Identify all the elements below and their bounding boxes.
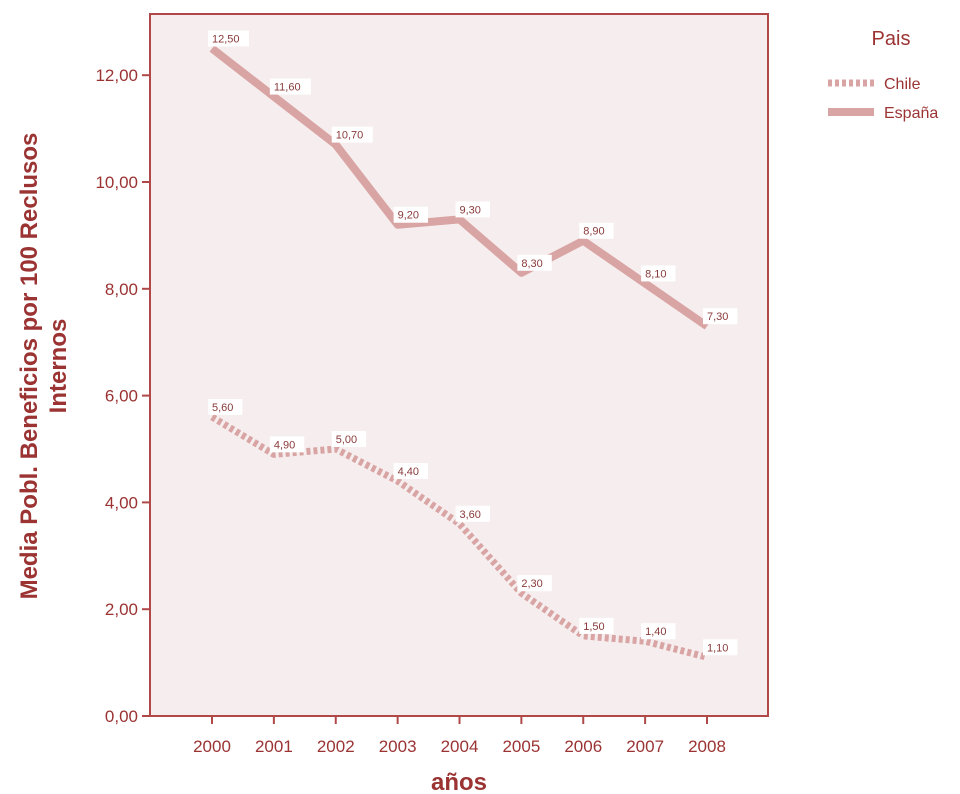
data-label: 1,10 bbox=[703, 639, 738, 656]
data-label-box bbox=[641, 623, 676, 640]
data-label-box bbox=[517, 575, 552, 592]
data-label-text: 1,10 bbox=[707, 642, 728, 654]
data-label-text: 8,30 bbox=[521, 258, 542, 270]
data-label-box bbox=[579, 617, 614, 634]
x-tick-label: 2006 bbox=[564, 737, 602, 756]
data-label-text: 8,10 bbox=[645, 268, 666, 280]
data-label-box bbox=[269, 436, 305, 453]
x-tick-label: 2007 bbox=[626, 737, 664, 756]
data-label-text: 1,40 bbox=[645, 626, 666, 638]
data-label-box bbox=[331, 431, 367, 447]
x-axis-title: años bbox=[431, 769, 487, 794]
x-axis: 2000 2001 2002 2003 2004 2005 2006 2007 2008 bbox=[193, 716, 726, 756]
data-label-text: 5,60 bbox=[212, 402, 233, 414]
data-label-text: 8,90 bbox=[583, 226, 604, 238]
data-label: 4,40 bbox=[393, 463, 429, 480]
legend: Pais Chile España bbox=[828, 28, 938, 122]
data-label-text: 10,70 bbox=[336, 130, 364, 142]
x-tick-label: 2002 bbox=[317, 737, 355, 756]
legend-title: Pais bbox=[872, 28, 911, 50]
plot-background bbox=[149, 13, 769, 717]
data-label-box bbox=[455, 505, 490, 522]
y-axis: 0,00 2,00 4,00 6,00 8,00 10,00 12,00 bbox=[95, 66, 150, 726]
data-labels: 5,60 4,90 5,00 4,40 3,60 2,30 1,50 1,40 1,10 12,5… bbox=[208, 30, 738, 656]
data-label: 9,20 bbox=[393, 206, 429, 223]
data-label-box bbox=[641, 265, 676, 282]
y-tick-label: 10,00 bbox=[95, 173, 138, 192]
data-label-text: 5,00 bbox=[336, 434, 357, 446]
data-label-box bbox=[579, 222, 614, 239]
data-label-text: 7,30 bbox=[707, 311, 728, 323]
data-label: 11,60 bbox=[269, 78, 311, 95]
data-label: 2,30 bbox=[517, 575, 552, 592]
data-label: 1,40 bbox=[641, 623, 676, 640]
x-tick-label: 2000 bbox=[193, 737, 231, 756]
data-label-box bbox=[208, 30, 249, 47]
y-tick-label: 8,00 bbox=[105, 280, 138, 299]
data-label: 8,30 bbox=[517, 254, 552, 271]
series-lines bbox=[209, 45, 710, 661]
y-tick-label: 0,00 bbox=[105, 707, 138, 726]
data-label-text: 2,30 bbox=[521, 578, 542, 590]
data-label: 8,90 bbox=[579, 222, 614, 239]
data-label-text: 12,50 bbox=[212, 34, 240, 46]
y-tick-label: 12,00 bbox=[95, 66, 138, 85]
legend-label-espana: España bbox=[884, 105, 938, 122]
y-tick-label: 4,00 bbox=[105, 493, 138, 512]
data-label-box bbox=[393, 463, 429, 480]
y-axis-title-line2: Internos bbox=[45, 319, 72, 414]
legend-label-chile: Chile bbox=[884, 76, 921, 93]
data-label: 5,00 bbox=[331, 431, 367, 447]
y-tick-label: 2,00 bbox=[105, 600, 138, 619]
data-label-box bbox=[703, 639, 738, 656]
data-label-box bbox=[393, 206, 429, 223]
data-label-text: 4,40 bbox=[398, 466, 419, 478]
data-label: 10,70 bbox=[331, 126, 373, 143]
data-label: 7,30 bbox=[703, 308, 738, 325]
data-label: 9,30 bbox=[455, 201, 490, 218]
data-label-box bbox=[269, 78, 311, 95]
x-tick-label: 2001 bbox=[255, 737, 293, 756]
data-label-box bbox=[517, 254, 552, 271]
data-label-text: 9,30 bbox=[460, 204, 481, 216]
data-label: 4,90 bbox=[269, 436, 305, 453]
data-label: 1,50 bbox=[579, 617, 614, 634]
data-label-box bbox=[331, 126, 373, 143]
x-tick-label: 2008 bbox=[688, 737, 726, 756]
data-label-box bbox=[703, 308, 738, 325]
data-label: 8,10 bbox=[641, 265, 676, 282]
data-label-box bbox=[455, 201, 490, 218]
data-label-text: 3,60 bbox=[460, 509, 481, 521]
x-tick-label: 2003 bbox=[379, 737, 417, 756]
data-label-text: 11,60 bbox=[274, 82, 301, 94]
y-tick-label: 6,00 bbox=[105, 387, 138, 406]
data-label: 3,60 bbox=[455, 505, 490, 522]
data-label: 5,60 bbox=[208, 398, 243, 415]
data-label-text: 1,50 bbox=[583, 621, 604, 633]
x-tick-label: 2005 bbox=[502, 737, 540, 756]
series-line-chile bbox=[210, 413, 708, 661]
x-tick-label: 2004 bbox=[441, 737, 479, 756]
data-label: 12,50 bbox=[208, 30, 249, 47]
data-label-text: 4,90 bbox=[274, 439, 295, 451]
series-line-espaa bbox=[209, 45, 710, 330]
y-axis-title-line1: Media Pobl. Beneficios por 100 Reclusos bbox=[16, 133, 43, 600]
data-label-box bbox=[208, 398, 243, 415]
data-label-text: 9,20 bbox=[398, 210, 419, 222]
